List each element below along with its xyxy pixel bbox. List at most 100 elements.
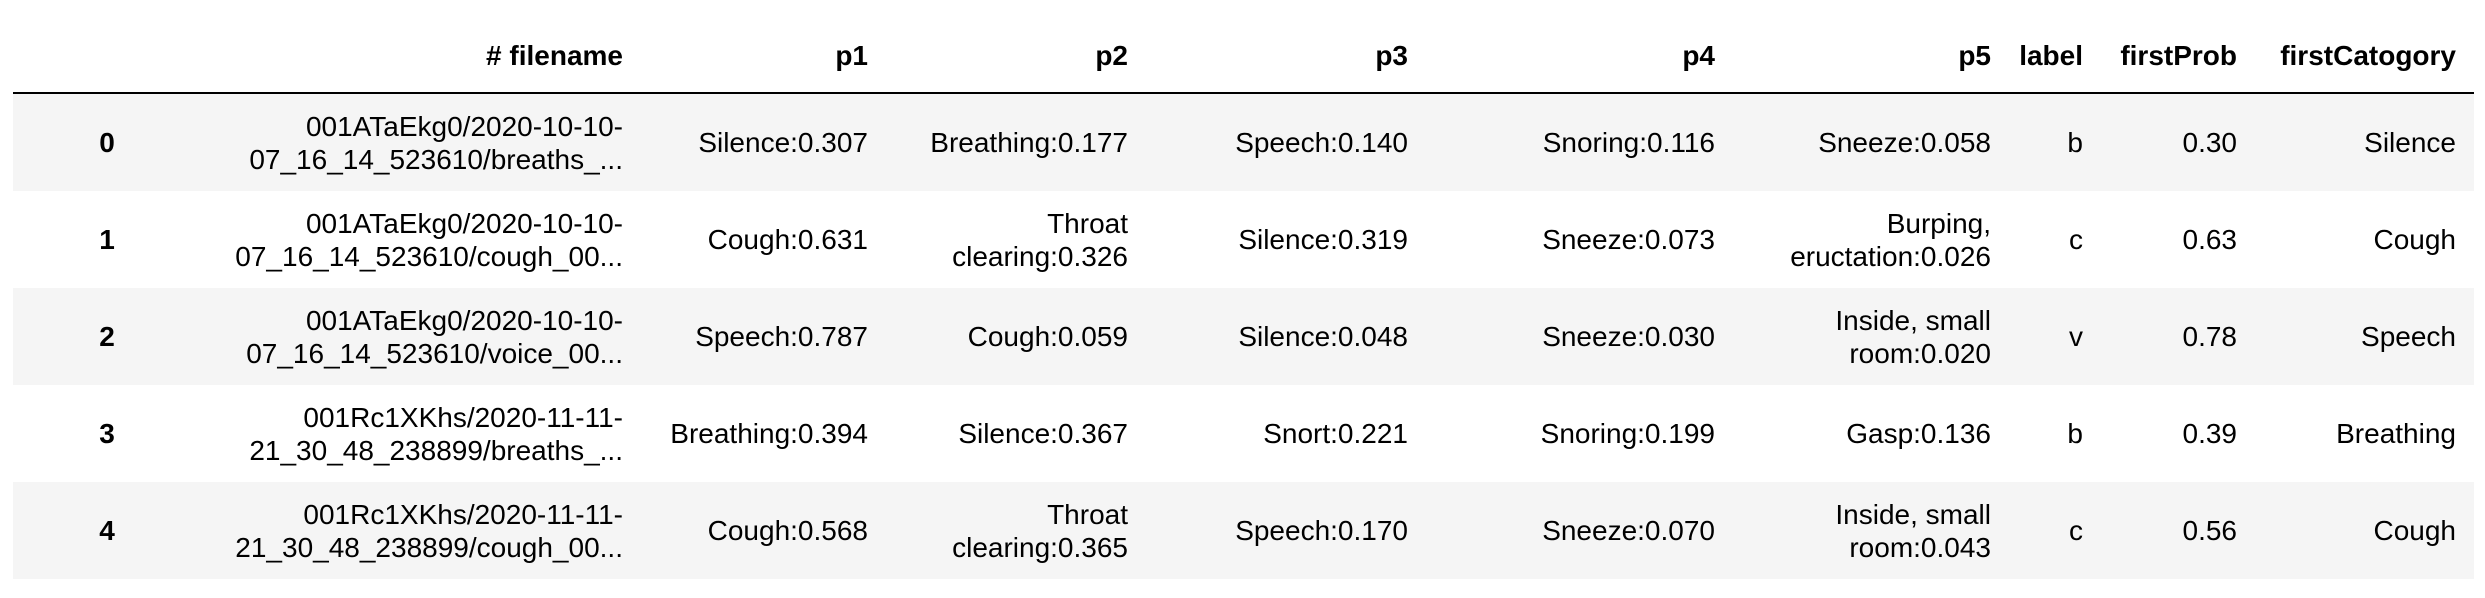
cell-label: v [2009, 288, 2101, 385]
cell-p5-text: Sneeze:0.058 [1818, 127, 1991, 158]
row-index: 4 [99, 515, 115, 546]
cell-p4: Sneeze:0.030 [1426, 288, 1733, 385]
cell-p2-text: Throat clearing:0.326 [952, 207, 1128, 272]
cell-p2-text: Cough:0.059 [967, 321, 1128, 352]
cell-p4-text: Snoring:0.199 [1540, 418, 1715, 449]
cell-p1: Cough:0.568 [641, 482, 886, 579]
cell-p1-text: Silence:0.307 [698, 127, 868, 158]
cell-p2: Throat clearing:0.365 [886, 482, 1146, 579]
cell-p4: Sneeze:0.073 [1426, 191, 1733, 288]
cell-p1: Speech:0.787 [641, 288, 886, 385]
dataframe-output: # filename p1 p2 p3 p4 p5 label firstPro… [13, 18, 2474, 579]
cell-label-text: v [2069, 321, 2083, 352]
column-header-p4: p4 [1426, 18, 1733, 94]
cell-p4-text: Snoring:0.116 [1542, 127, 1715, 158]
cell-p1: Cough:0.631 [641, 191, 886, 288]
cell-firstcatogory: Cough [2255, 482, 2474, 579]
cell-filename: 001Rc1XKhs/2020-11-11- 21_30_48_238899/c… [201, 482, 641, 579]
cell-p2: Throat clearing:0.326 [886, 191, 1146, 288]
cell-p3-text: Silence:0.048 [1238, 321, 1408, 352]
cell-label-text: b [2067, 418, 2083, 449]
cell-p5: Inside, small room:0.043 [1733, 482, 2009, 579]
cell-p5: Inside, small room:0.020 [1733, 288, 2009, 385]
cell-p5-text: Burping, eructation:0.026 [1790, 207, 1991, 272]
cell-filename-text: 001Rc1XKhs/2020-11-11- 21_30_48_238899/c… [235, 498, 623, 563]
cell-firstcatogory: Silence [2255, 93, 2474, 191]
column-header-filename: # filename [201, 18, 641, 94]
cell-firstprob: 0.30 [2101, 93, 2255, 191]
cell-p1-text: Cough:0.568 [707, 515, 868, 546]
cell-p4-text: Sneeze:0.030 [1542, 321, 1715, 352]
cell-p2: Breathing:0.177 [886, 93, 1146, 191]
table-row: 3 001Rc1XKhs/2020-11-11- 21_30_48_238899… [13, 385, 2474, 482]
row-index: 2 [99, 321, 115, 352]
cell-p5-text: Inside, small room:0.020 [1835, 304, 1991, 369]
cell-p5: Burping, eructation:0.026 [1733, 191, 2009, 288]
column-header-p1: p1 [641, 18, 886, 94]
cell-firstprob: 0.39 [2101, 385, 2255, 482]
cell-firstprob: 0.56 [2101, 482, 2255, 579]
dataframe-table: # filename p1 p2 p3 p4 p5 label firstPro… [13, 18, 2474, 579]
table-row: 1 001ATaEkg0/2020-10-10- 07_16_14_523610… [13, 191, 2474, 288]
cell-p1-text: Cough:0.631 [707, 224, 868, 255]
cell-firstprob-text: 0.56 [2182, 515, 2238, 546]
column-header-firstcatogory: firstCatogory [2255, 18, 2474, 94]
cell-p3-text: Snort:0.221 [1263, 418, 1408, 449]
cell-p4: Snoring:0.116 [1426, 93, 1733, 191]
cell-p3-text: Speech:0.140 [1235, 127, 1408, 158]
cell-firstprob: 0.78 [2101, 288, 2255, 385]
cell-filename-text: 001Rc1XKhs/2020-11-11- 21_30_48_238899/b… [249, 401, 623, 466]
cell-firstcatogory-text: Silence [2364, 127, 2456, 158]
cell-label-text: c [2069, 224, 2083, 255]
column-header-label: label [2009, 18, 2101, 94]
column-header-index [13, 18, 201, 94]
cell-filename: 001ATaEkg0/2020-10-10- 07_16_14_523610/v… [201, 288, 641, 385]
cell-firstprob-text: 0.39 [2182, 418, 2238, 449]
cell-p5-text: Inside, small room:0.043 [1835, 498, 1991, 563]
table-row: 4 001Rc1XKhs/2020-11-11- 21_30_48_238899… [13, 482, 2474, 579]
cell-filename-text: 001ATaEkg0/2020-10-10- 07_16_14_523610/c… [235, 207, 623, 272]
cell-p3-text: Speech:0.170 [1235, 515, 1408, 546]
cell-p4-text: Sneeze:0.070 [1542, 515, 1715, 546]
cell-firstcatogory: Speech [2255, 288, 2474, 385]
cell-p3: Speech:0.140 [1146, 93, 1426, 191]
cell-label: c [2009, 191, 2101, 288]
cell-filename-text: 001ATaEkg0/2020-10-10- 07_16_14_523610/v… [246, 304, 623, 369]
column-header-p3: p3 [1146, 18, 1426, 94]
cell-p1-text: Breathing:0.394 [670, 418, 868, 449]
column-header-p2: p2 [886, 18, 1146, 94]
cell-p2-text: Breathing:0.177 [930, 127, 1128, 158]
cell-firstcatogory-text: Breathing [2336, 418, 2456, 449]
cell-firstcatogory-text: Speech [2361, 321, 2456, 352]
cell-label: b [2009, 385, 2101, 482]
table-row: 2 001ATaEkg0/2020-10-10- 07_16_14_523610… [13, 288, 2474, 385]
cell-p4: Sneeze:0.070 [1426, 482, 1733, 579]
cell-p3: Speech:0.170 [1146, 482, 1426, 579]
column-header-p5: p5 [1733, 18, 2009, 94]
cell-firstprob-text: 0.63 [2182, 224, 2238, 255]
cell-filename-text: 001ATaEkg0/2020-10-10- 07_16_14_523610/b… [249, 110, 623, 175]
row-index: 1 [99, 224, 115, 255]
cell-p2-text: Silence:0.367 [958, 418, 1128, 449]
cell-p5: Gasp:0.136 [1733, 385, 2009, 482]
cell-firstcatogory: Cough [2255, 191, 2474, 288]
cell-p2: Cough:0.059 [886, 288, 1146, 385]
cell-p1-text: Speech:0.787 [695, 321, 868, 352]
column-header-firstprob: firstProb [2101, 18, 2255, 94]
cell-p5: Sneeze:0.058 [1733, 93, 2009, 191]
cell-p4-text: Sneeze:0.073 [1542, 224, 1715, 255]
cell-filename: 001Rc1XKhs/2020-11-11- 21_30_48_238899/b… [201, 385, 641, 482]
cell-p4: Snoring:0.199 [1426, 385, 1733, 482]
cell-p2-text: Throat clearing:0.365 [952, 498, 1128, 563]
cell-p3: Snort:0.221 [1146, 385, 1426, 482]
cell-label: c [2009, 482, 2101, 579]
row-index: 0 [99, 127, 115, 158]
cell-filename: 001ATaEkg0/2020-10-10- 07_16_14_523610/b… [201, 93, 641, 191]
cell-p5-text: Gasp:0.136 [1846, 418, 1991, 449]
cell-firstcatogory-text: Cough [2373, 515, 2456, 546]
cell-label-text: c [2069, 515, 2083, 546]
row-index: 3 [99, 418, 115, 449]
cell-filename: 001ATaEkg0/2020-10-10- 07_16_14_523610/c… [201, 191, 641, 288]
cell-p3-text: Silence:0.319 [1238, 224, 1408, 255]
cell-firstprob: 0.63 [2101, 191, 2255, 288]
